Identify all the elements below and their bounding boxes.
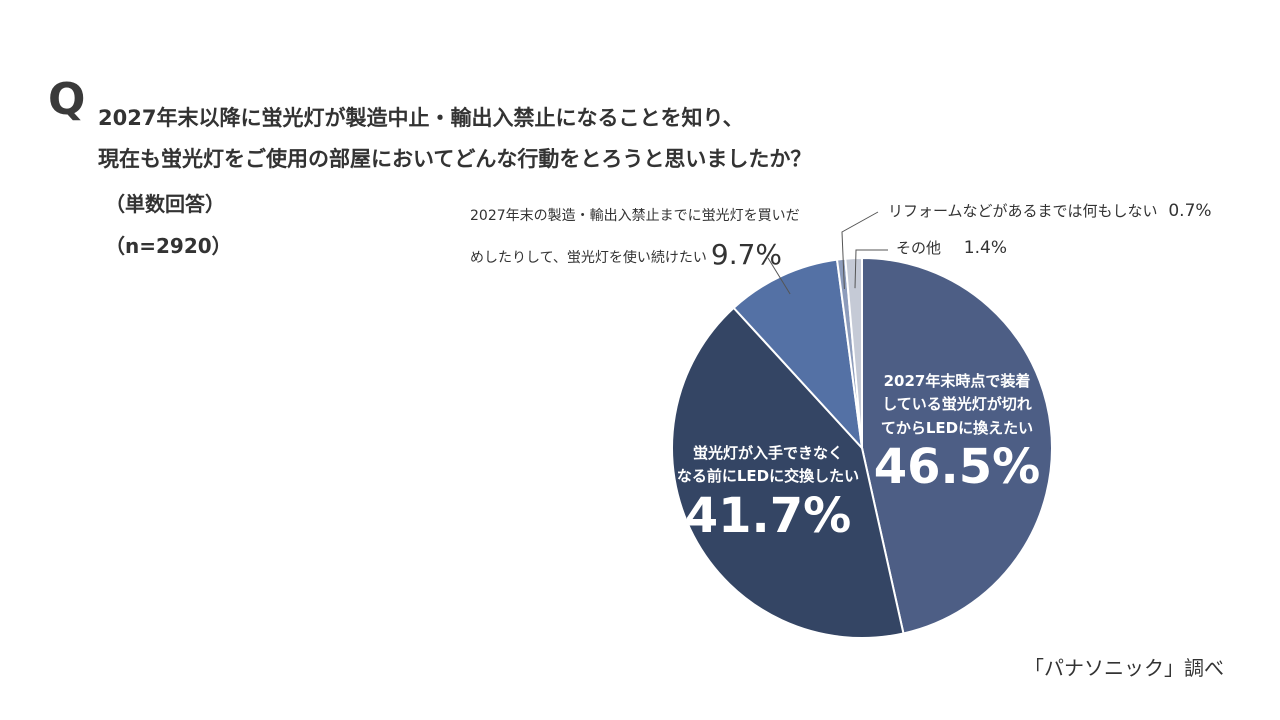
slice-label-replace-when-burnt-out-line-1: 2027年末時点で装着 [883, 372, 1031, 390]
slice-stockpile [732, 258, 864, 452]
answer-type-note: （単数回答） [105, 192, 225, 216]
question-mark: Q [48, 74, 86, 125]
pie-slices [671, 256, 1053, 639]
callout-stockpile: 2027年末の製造・輸出入禁止までに蛍光灯を買いだ めしたりして、蛍光灯を使い続… [470, 205, 800, 276]
callout-other-value: 1.4% [963, 238, 1007, 258]
slice-replace-before-unavailable [671, 306, 905, 639]
sample-size: （n=2920） [105, 234, 232, 258]
callout-do-nothing-label: リフォームなどがあるまでは何もしない [888, 202, 1158, 220]
slice-value-replace-when-burnt-out: 46.5% [873, 438, 1041, 495]
callout-stockpile-label-line-2: めしたりして、蛍光灯を使い続けたい [470, 249, 707, 266]
slice-replace-when-burnt-out [861, 256, 1053, 635]
leader-line-stockpile [767, 257, 791, 295]
slice-label-replace-before-unavailable-line-2: なる前にLEDに交換したい [676, 467, 860, 486]
slice-label-replace-when-burnt-out-line-2: している蛍光灯が切れ [882, 395, 1032, 414]
question-text-line-1: 2027年末以降に蛍光灯が製造中止・輸出入禁止になることを知り、 [98, 106, 744, 130]
slice-label-replace-when-burnt-out-line-3: てからLEDに換えたい [880, 418, 1034, 437]
source-note: 「パナソニック」調べ [1024, 656, 1224, 680]
callout-stockpile-value: 9.7% [710, 237, 783, 271]
slice-other [844, 256, 863, 449]
slice-label-replace-before-unavailable: 蛍光灯が入手できなく なる前にLEDに交換したい 41.7% [672, 442, 864, 544]
slice-label-replace-when-burnt-out: 2027年末時点で装着 している蛍光灯が切れ てからLEDに換えたい 46.5% [862, 370, 1052, 495]
callout-other: その他 1.4% [896, 237, 1007, 258]
callout-other-label: その他 [896, 239, 942, 257]
callout-stockpile-label-line-1: 2027年末の製造・輸出入禁止までに蛍光灯を買いだ [470, 208, 800, 224]
slice-value-replace-before-unavailable: 41.7% [684, 487, 852, 544]
leader-line-do-nothing [841, 211, 879, 290]
slice-label-replace-before-unavailable-line-1: 蛍光灯が入手できなく [692, 444, 843, 462]
callout-do-nothing-value: 0.7% [1168, 201, 1212, 221]
callout-do-nothing: リフォームなどがあるまでは何もしない 0.7% [888, 200, 1212, 221]
callout-leader-lines [767, 211, 888, 295]
leader-line-other [854, 249, 888, 289]
question-text-line-2: 現在も蛍光灯をご使用の部屋においてどんな行動をとろうと思いましたか？ [98, 147, 812, 171]
